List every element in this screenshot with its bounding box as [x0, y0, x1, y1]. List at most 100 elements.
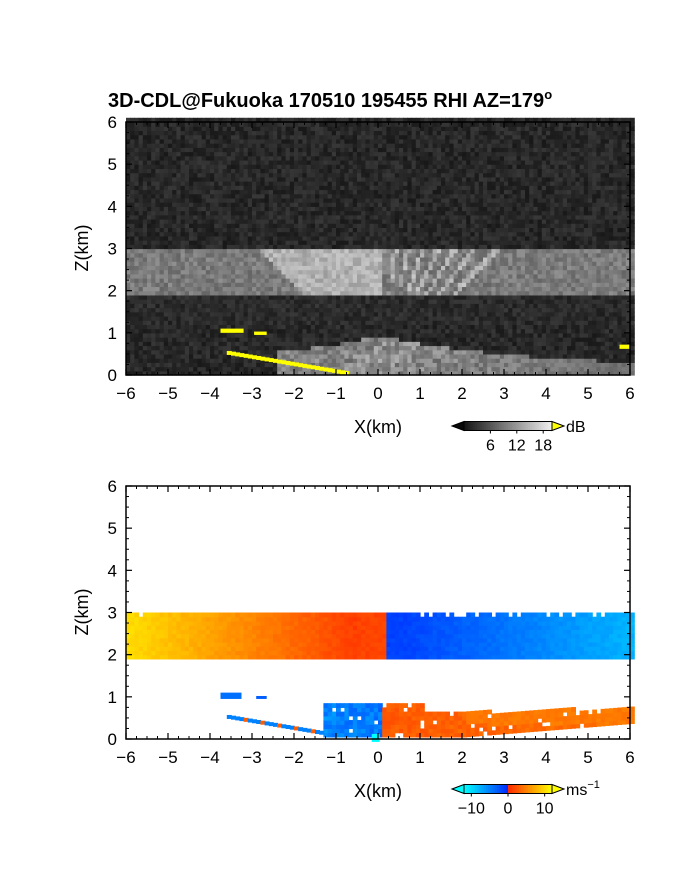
- backscatter-cell: [407, 299, 413, 304]
- backscatter-cell: [424, 122, 429, 127]
- backscatter-cell: [273, 353, 278, 359]
- backscatter-cell: [147, 286, 152, 292]
- backscatter-cell: [222, 311, 228, 317]
- backscatter-cell: [205, 176, 211, 182]
- backscatter-cell: [176, 181, 182, 186]
- backscatter-cell: [415, 206, 421, 212]
- backscatter-cell: [210, 337, 215, 342]
- backscatter-cell: [159, 362, 165, 368]
- backscatter-cell: [189, 117, 194, 123]
- backscatter-cell: [378, 240, 383, 245]
- backscatter-cell: [184, 143, 190, 148]
- backscatter-cell: [277, 244, 282, 250]
- backscatter-cell: [352, 231, 358, 237]
- backscatter-cell: [378, 332, 383, 338]
- backscatter-cell: [361, 197, 366, 203]
- backscatter-cell: [424, 286, 429, 292]
- backscatter-cell: [264, 159, 270, 165]
- backscatter-cell: [315, 358, 320, 363]
- backscatter-cell: [336, 278, 341, 283]
- backscatter-cell: [277, 370, 282, 376]
- backscatter-cell: [327, 278, 333, 283]
- backscatter-cell: [285, 172, 291, 178]
- backscatter-cell: [235, 337, 240, 342]
- backscatter-cell: [197, 349, 203, 355]
- backscatter-cell: [184, 311, 190, 317]
- backscatter-cell: [424, 130, 429, 136]
- backscatter-cell: [138, 307, 144, 313]
- backscatter-cell: [298, 164, 303, 169]
- backscatter-cell: [210, 218, 215, 224]
- backscatter-cell: [340, 185, 345, 191]
- backscatter-cell: [369, 172, 375, 178]
- backscatter-cell: [436, 324, 442, 330]
- backscatter-cell: [201, 311, 207, 317]
- backscatter-cell: [180, 328, 186, 334]
- backscatter-cell: [428, 143, 434, 148]
- backscatter-cell: [126, 244, 131, 250]
- backscatter-cell: [294, 181, 299, 186]
- backscatter-cell: [268, 278, 274, 283]
- backscatter-cell: [142, 197, 148, 203]
- backscatter-cell: [323, 240, 329, 245]
- backscatter-cell: [294, 261, 299, 266]
- backscatter-cell: [369, 147, 375, 153]
- backscatter-cell: [390, 324, 396, 330]
- backscatter-cell: [344, 362, 350, 368]
- backscatter-cell: [306, 311, 312, 317]
- backscatter-cell: [147, 244, 152, 250]
- backscatter-cell: [180, 307, 186, 313]
- backscatter-cell: [365, 269, 371, 275]
- backscatter-cell: [289, 282, 295, 288]
- backscatter-cell: [231, 223, 236, 229]
- backscatter-cell: [411, 345, 417, 351]
- backscatter-cell: [394, 185, 400, 191]
- backscatter-cell: [147, 328, 152, 334]
- backscatter-cell: [453, 252, 459, 258]
- backscatter-cell: [281, 202, 287, 207]
- backscatter-cell: [382, 210, 387, 216]
- backscatter-cell: [210, 370, 215, 376]
- backscatter-cell: [155, 155, 161, 161]
- backscatter-cell: [205, 299, 211, 304]
- backscatter-cell: [138, 303, 144, 309]
- backscatter-cell: [424, 366, 429, 372]
- backscatter-cell: [390, 332, 396, 338]
- backscatter-cell: [226, 130, 232, 136]
- backscatter-cell: [155, 286, 161, 292]
- backscatter-cell: [394, 282, 400, 288]
- backscatter-cell: [394, 294, 400, 300]
- backscatter-cell: [323, 299, 329, 304]
- backscatter-cell: [151, 155, 156, 161]
- backscatter-cell: [289, 138, 295, 144]
- backscatter-cell: [281, 332, 287, 338]
- backscatter-cell: [289, 147, 295, 153]
- backscatter-cell: [436, 366, 442, 372]
- backscatter-cell: [457, 130, 463, 136]
- backscatter-cell: [348, 143, 354, 148]
- backscatter-cell: [239, 117, 245, 123]
- backscatter-cell: [407, 358, 413, 363]
- backscatter-cell: [310, 307, 316, 313]
- backscatter-cell: [243, 358, 249, 363]
- backscatter-cell: [357, 197, 362, 203]
- backscatter-cell: [155, 172, 161, 178]
- backscatter-cell: [399, 311, 404, 317]
- backscatter-cell: [445, 256, 450, 262]
- backscatter-cell: [247, 366, 253, 372]
- backscatter-cell: [369, 138, 375, 144]
- backscatter-cell: [260, 252, 266, 258]
- backscatter-cell: [302, 189, 308, 195]
- backscatter-cell: [214, 311, 219, 317]
- backscatter-cell: [340, 214, 345, 220]
- backscatter-cell: [210, 231, 215, 237]
- backscatter-cell: [462, 223, 467, 229]
- backscatter-cell: [415, 151, 421, 157]
- backscatter-cell: [386, 130, 392, 136]
- backscatter-cell: [399, 218, 404, 224]
- backscatter-cell: [247, 138, 253, 144]
- backscatter-cell: [361, 332, 366, 338]
- backscatter-cell: [180, 282, 186, 288]
- backscatter-cell: [294, 176, 299, 182]
- backscatter-cell: [466, 324, 471, 330]
